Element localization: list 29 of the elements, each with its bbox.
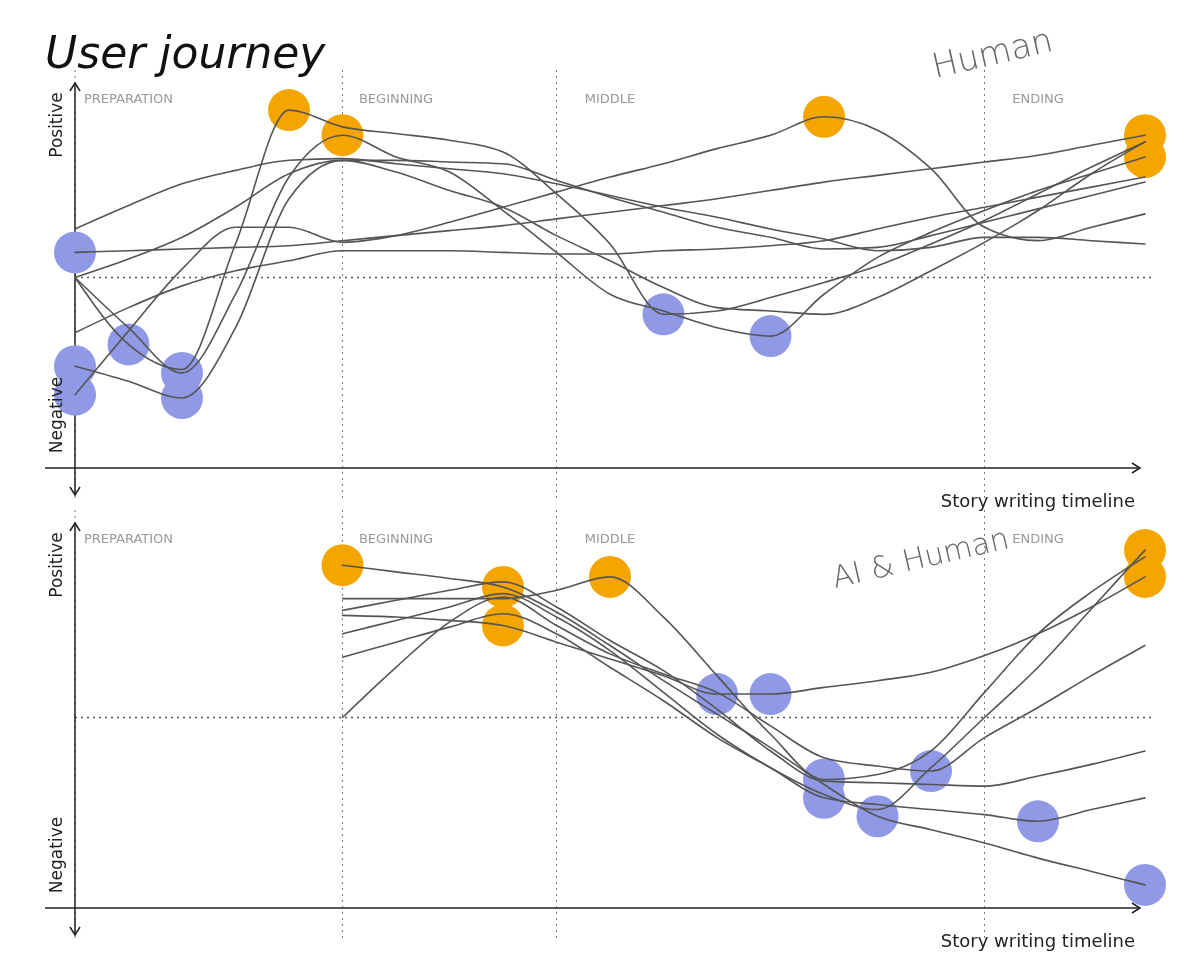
point xyxy=(749,315,792,358)
text: Positive xyxy=(46,92,66,158)
x-tick-label: MIDDLE xyxy=(584,531,636,546)
point xyxy=(268,89,310,132)
x-tick-label: ENDING xyxy=(1012,91,1064,106)
point xyxy=(589,555,631,598)
point xyxy=(642,293,685,336)
text: Negative xyxy=(46,816,66,894)
point xyxy=(321,544,364,587)
point xyxy=(482,604,524,647)
x-axis-title: Story writing timeline xyxy=(940,490,1135,511)
chart-subtitle: AI & Human xyxy=(828,520,1012,595)
point xyxy=(54,231,96,274)
point xyxy=(1124,863,1166,906)
x-tick-label: BEGINNING xyxy=(358,531,434,546)
text: Negative xyxy=(46,376,66,454)
x-tick-label: PREPARATION xyxy=(83,531,174,546)
x-axis-title: Story writing timeline xyxy=(940,930,1135,951)
point xyxy=(1017,800,1059,843)
x-tick-label: BEGINNING xyxy=(358,91,434,106)
chart-title: User journey xyxy=(45,27,327,78)
point xyxy=(749,673,792,716)
chart-subtitle: Human xyxy=(927,19,1057,86)
point xyxy=(321,114,364,157)
text: Positive xyxy=(46,532,66,598)
x-tick-label: MIDDLE xyxy=(584,91,636,106)
x-tick-label: ENDING xyxy=(1012,531,1064,546)
x-tick-label: PREPARATION xyxy=(83,91,174,106)
point xyxy=(803,95,845,138)
